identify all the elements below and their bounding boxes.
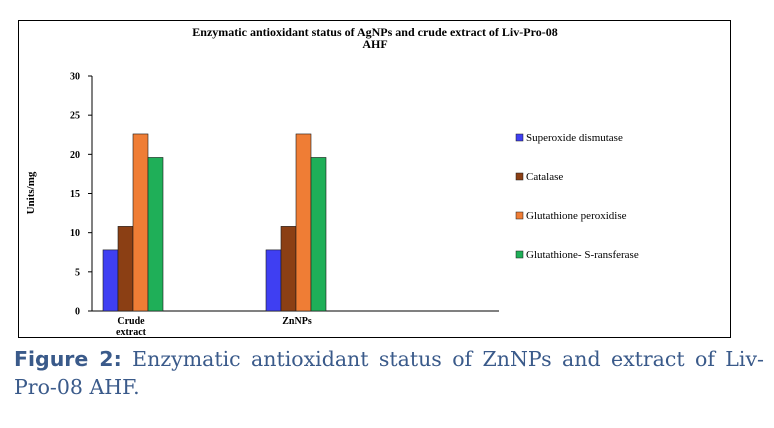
- y-axis: 0 5 10 15 20 25 30 Units/mg: [25, 72, 93, 318]
- y-tick-label: 25: [70, 111, 80, 122]
- bars: [102, 133, 327, 312]
- bar-glutathione-peroxidise-1: [295, 133, 312, 312]
- x-tick-label: Crude: [117, 316, 145, 327]
- legend-label: Glutathione- S-ransferase: [526, 249, 639, 261]
- legend-label: Catalase: [526, 171, 563, 183]
- legend-swatch: [515, 172, 524, 181]
- chart: Enzymatic antioxidant status of AgNPs an…: [25, 25, 639, 338]
- chart-title-line-0: Enzymatic antioxidant status of AgNPs an…: [192, 25, 557, 39]
- chart-title: Enzymatic antioxidant status of AgNPs an…: [192, 25, 557, 51]
- x-tick-label: ZnNPs: [282, 316, 312, 327]
- y-tick-label: 0: [75, 307, 80, 318]
- bar-glutathione-s-ransferase-1: [310, 157, 327, 312]
- legend-swatch: [515, 133, 524, 142]
- bar-superoxide-dismutase-0: [102, 249, 119, 312]
- figure-caption: Figure 2: Enzymatic antioxidant status o…: [14, 345, 764, 401]
- bar-superoxide-dismutase-1: [265, 249, 282, 312]
- legend: Superoxide dismutase Catalase Glutathione …: [515, 132, 639, 261]
- caption-label: Figure 2:: [14, 347, 122, 371]
- bar-catalase-1: [280, 226, 297, 312]
- legend-label: Superoxide dismutase: [526, 132, 623, 144]
- caption-text: Enzymatic antioxidant status of ZnNPs an…: [14, 347, 764, 399]
- bar-catalase-0: [117, 226, 134, 312]
- bar-glutathione-s-ransferase-0: [147, 157, 164, 312]
- y-tick-label: 10: [70, 228, 80, 239]
- chart-title-line-1: AHF: [362, 37, 387, 51]
- legend-swatch: [515, 211, 524, 220]
- y-tick-label: 5: [75, 267, 80, 278]
- legend-swatch: [515, 250, 524, 259]
- y-tick-label: 30: [70, 72, 80, 83]
- bar-glutathione-peroxidise-0: [132, 133, 149, 312]
- y-tick-label: 15: [70, 189, 80, 200]
- legend-label: Glutathione peroxidise: [526, 210, 627, 222]
- y-tick-label: 20: [70, 150, 80, 161]
- chart-frame: Enzymatic antioxidant status of AgNPs an…: [18, 20, 731, 338]
- y-axis-label: Units/mg: [25, 171, 37, 214]
- x-tick-label: extract: [116, 327, 147, 338]
